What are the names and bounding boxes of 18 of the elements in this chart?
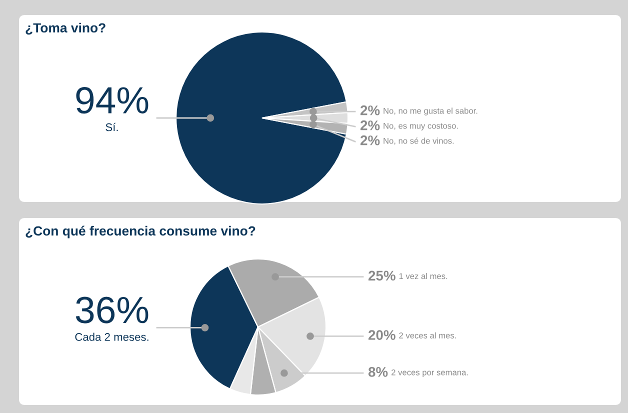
slice-label: 2 veces al mes. <box>399 332 456 338</box>
slice-label: Sí. <box>106 122 118 132</box>
data-label: 2% <box>360 105 380 116</box>
data-label: 2% <box>360 120 380 130</box>
data-label: 36% <box>76 296 148 324</box>
data-label: 25% <box>368 270 396 281</box>
slice-label: 1 vez al mes. <box>399 272 448 280</box>
slice-label: No, es muy costoso. <box>384 122 458 130</box>
chart-title: ¿Toma vino? <box>26 22 106 35</box>
data-label: 2% <box>360 135 380 146</box>
slice-label: No, no me gusta el sabor. <box>384 108 478 116</box>
slice-label: Cada 2 meses. <box>75 332 148 341</box>
data-label: 8% <box>368 367 388 377</box>
slice-label: 2 veces por semana. <box>392 369 468 377</box>
data-label: 20% <box>368 330 396 340</box>
slice-label: No, no sé de vinos. <box>384 138 454 145</box>
data-label: 94% <box>76 87 148 114</box>
chart-title: ¿Con qué frecuencia consume vino? <box>26 226 256 238</box>
